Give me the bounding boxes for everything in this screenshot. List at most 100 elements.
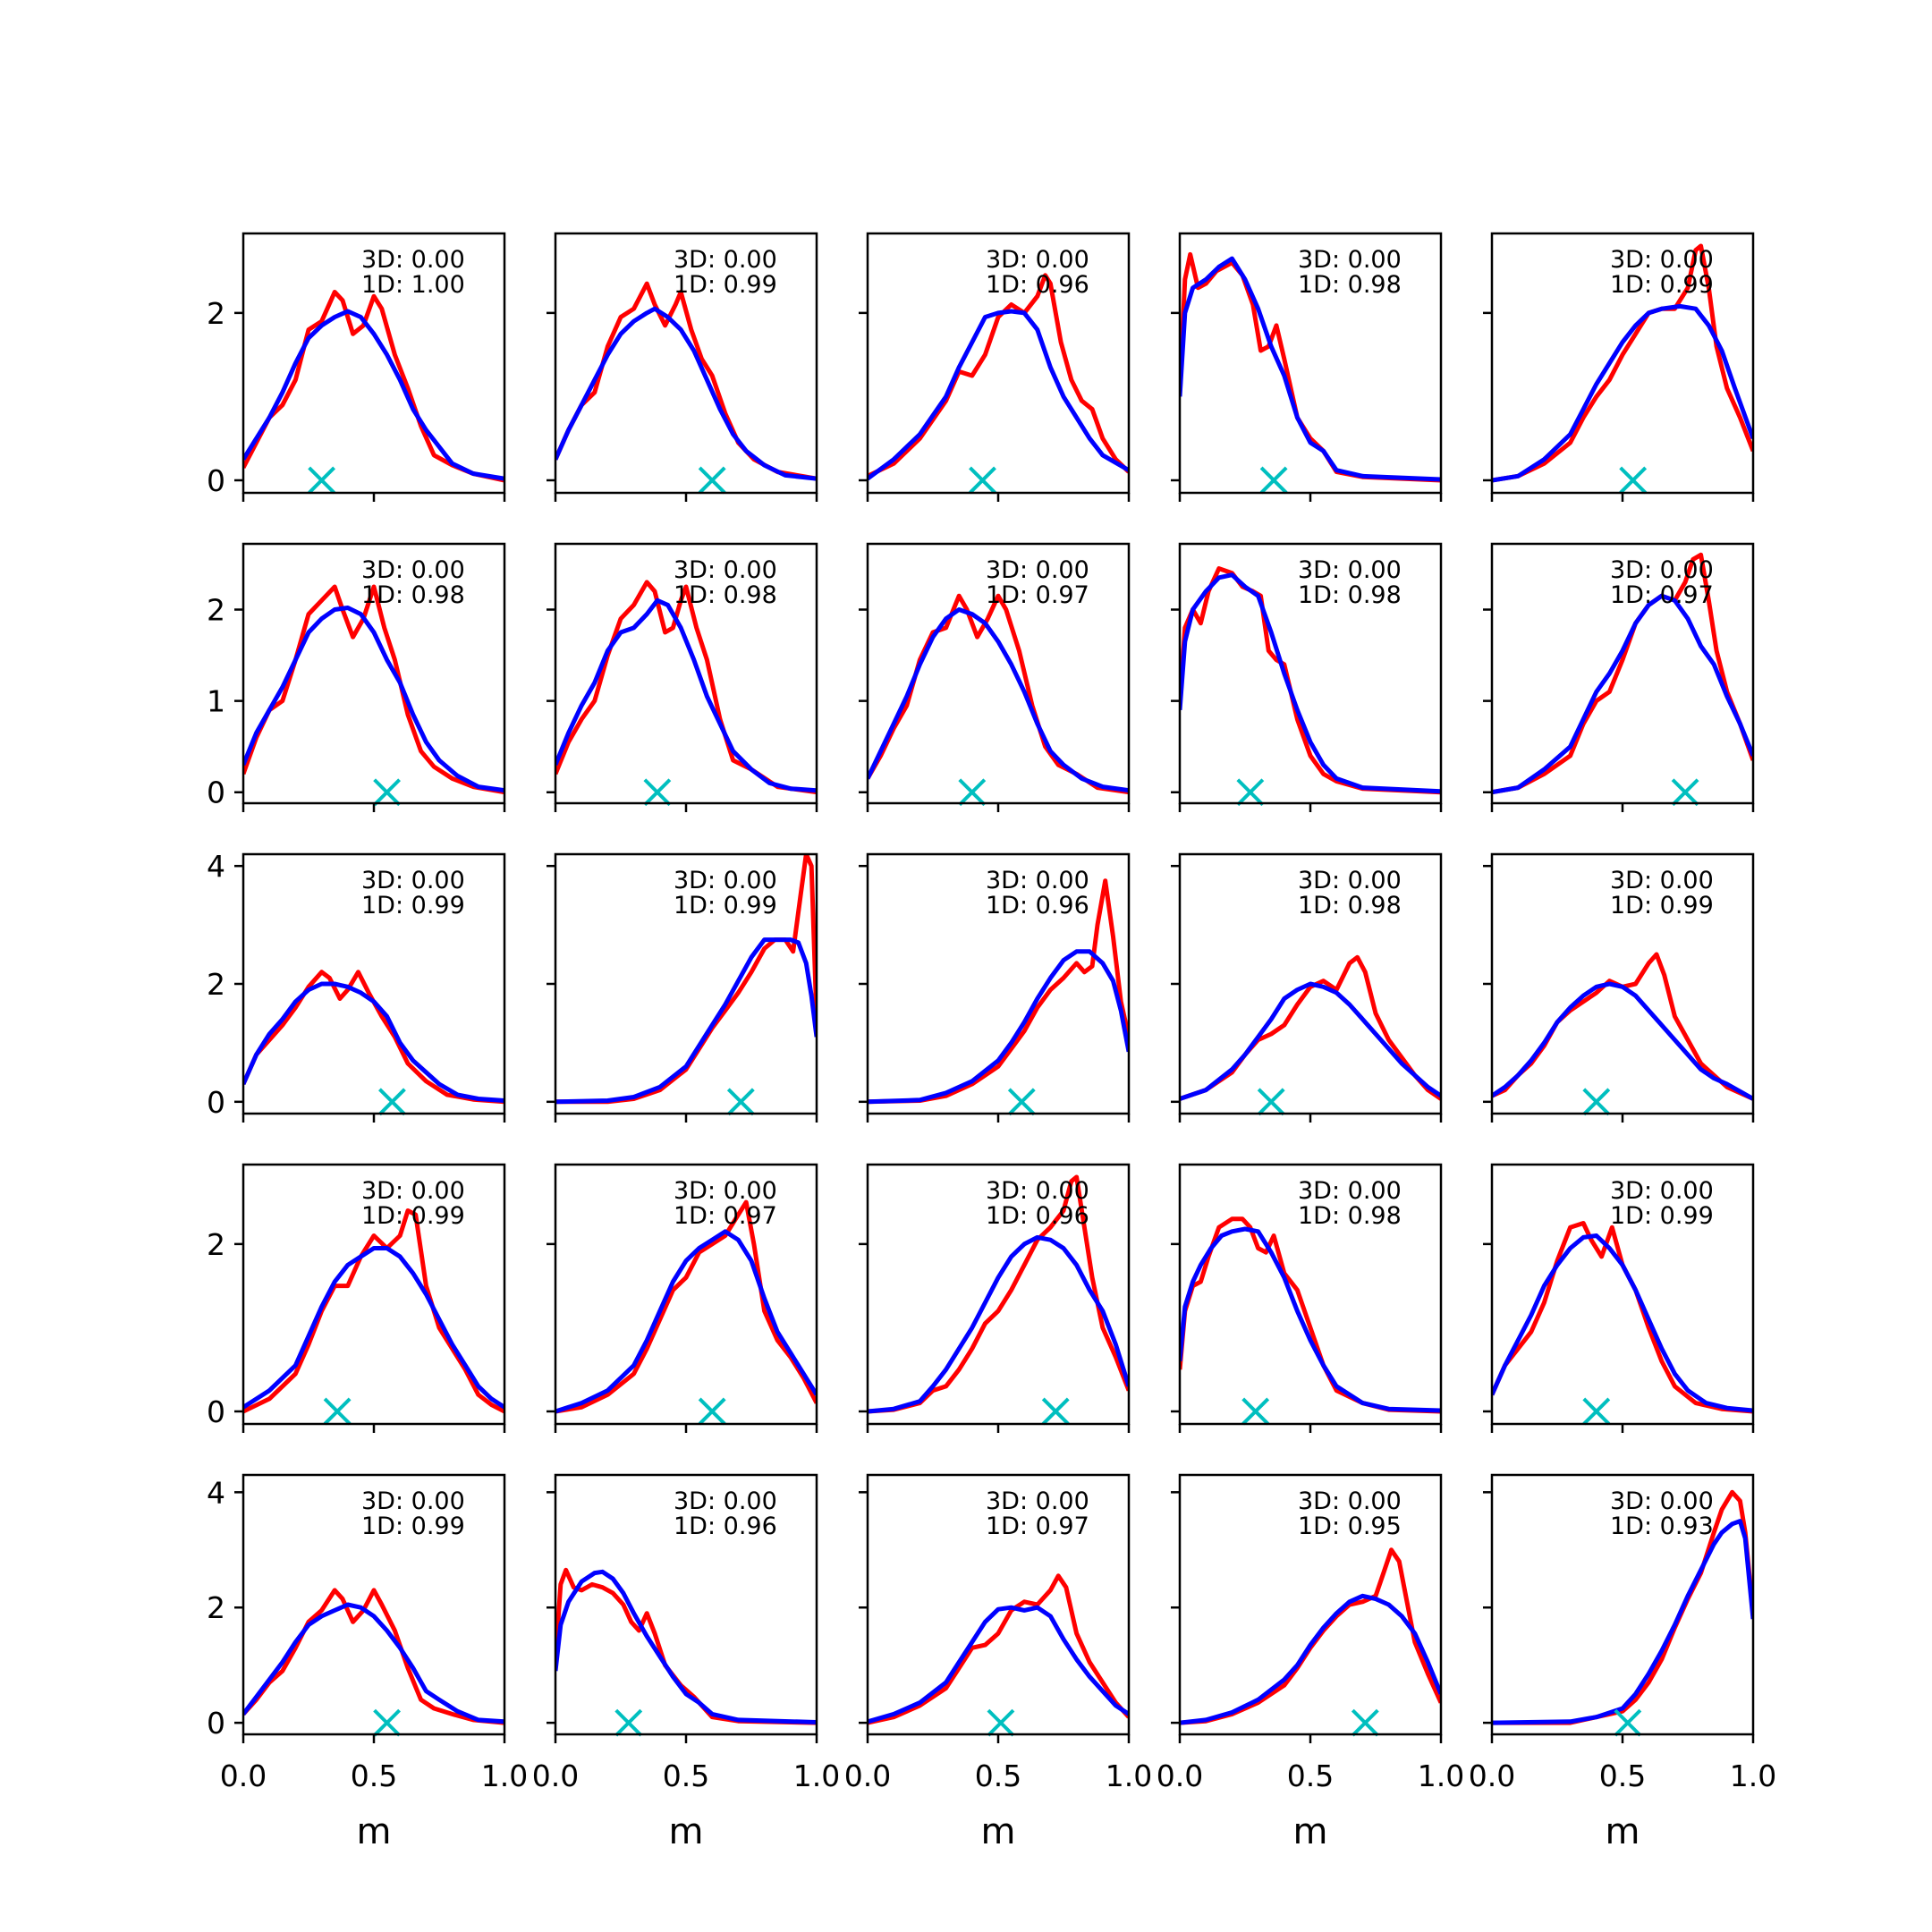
blue-curve [1180, 981, 1441, 1101]
red-curve [868, 1174, 1129, 1414]
y-tick-label: 0 [207, 1085, 225, 1120]
red-curve [243, 584, 504, 795]
cross-marker [1619, 466, 1648, 495]
annotation-1d: 1D: 0.99 [674, 271, 777, 299]
annotation-1d: 1D: 0.97 [986, 581, 1089, 609]
cross-marker [726, 1088, 755, 1116]
cross-marker [643, 778, 672, 807]
annotation-3d: 3D: 0.00 [1298, 1487, 1402, 1515]
annotation-3d: 3D: 0.00 [1298, 1177, 1402, 1205]
annotation-3d: 3D: 0.00 [674, 556, 777, 584]
blue-curve [868, 1605, 1129, 1724]
blue-curve [1492, 1519, 1753, 1725]
y-tick-label: 0 [207, 463, 225, 498]
annotation-1d: 1D: 0.98 [1298, 892, 1402, 919]
cross-marker [373, 1708, 402, 1737]
x-tick-label: 0.0 [1469, 1758, 1515, 1793]
annotation-3d: 3D: 0.00 [1298, 867, 1402, 894]
annotation-1d: 1D: 1.00 [361, 271, 465, 299]
annotation-3d: 3D: 0.00 [986, 556, 1089, 584]
red-curve [868, 878, 1129, 1105]
y-tick-label: 0 [207, 1394, 225, 1429]
blue-curve [868, 309, 1129, 481]
x-tick-label: 0.5 [975, 1758, 1021, 1793]
x-tick-label: 1.0 [1106, 1758, 1152, 1793]
red-curve [243, 290, 504, 483]
red-curve [1180, 1547, 1441, 1725]
annotation-3d: 3D: 0.00 [986, 1487, 1089, 1515]
y-tick-label: 2 [207, 1590, 225, 1625]
cross-marker [1236, 778, 1265, 807]
annotation-1d: 1D: 0.96 [674, 1513, 777, 1540]
cross-marker [1582, 1397, 1611, 1426]
annotation-1d: 1D: 0.98 [1298, 271, 1402, 299]
y-tick-label: 0 [207, 775, 225, 810]
x-axis-label: m [1293, 1811, 1328, 1852]
cross-marker [958, 778, 987, 807]
x-tick-label: 1.0 [1730, 1758, 1776, 1793]
red-curve [1180, 566, 1441, 795]
cross-marker [1007, 1088, 1036, 1116]
annotation-1d: 1D: 0.99 [674, 892, 777, 919]
cross-marker [1351, 1708, 1379, 1737]
annotation-1d: 1D: 0.96 [986, 1202, 1089, 1230]
annotation-1d: 1D: 0.97 [674, 1202, 777, 1230]
x-tick-label: 0.5 [1287, 1758, 1334, 1793]
red-curve [868, 1573, 1129, 1725]
cross-marker [323, 1397, 352, 1426]
blue-curve [555, 1229, 817, 1414]
cross-marker [698, 1397, 726, 1426]
red-curve [555, 580, 817, 795]
blue-curve [555, 1569, 817, 1724]
cross-marker [378, 1088, 406, 1116]
blue-curve [243, 309, 504, 481]
blue-curve [1180, 1593, 1441, 1725]
cross-marker [987, 1708, 1015, 1737]
red-curve [868, 593, 1129, 795]
x-tick-label: 1.0 [481, 1758, 528, 1793]
annotation-3d: 3D: 0.00 [674, 867, 777, 894]
annotation-3d: 3D: 0.00 [1298, 246, 1402, 274]
cross-marker [969, 466, 996, 495]
x-tick-label: 0.5 [663, 1758, 709, 1793]
cross-marker [308, 466, 336, 495]
annotation-1d: 1D: 0.98 [1298, 1202, 1402, 1230]
y-tick-label: 0 [207, 1706, 225, 1741]
blue-curve [1492, 303, 1753, 483]
red-curve [555, 1199, 817, 1414]
annotation-3d: 3D: 0.00 [1610, 556, 1714, 584]
annotation-1d: 1D: 0.99 [1610, 271, 1714, 299]
blue-curve [243, 1246, 504, 1410]
x-tick-label: 1.0 [793, 1758, 840, 1793]
annotation-1d: 1D: 0.98 [674, 581, 777, 609]
annotation-3d: 3D: 0.00 [361, 1177, 465, 1205]
cross-marker [373, 778, 402, 807]
blue-curve [1180, 1226, 1441, 1413]
blue-curve [243, 1602, 504, 1724]
cross-marker [1614, 1708, 1642, 1737]
cross-marker [1257, 1088, 1285, 1116]
x-tick-label: 0.0 [220, 1758, 267, 1793]
blue-curve [243, 981, 504, 1103]
red-curve [243, 970, 504, 1105]
blue-curve [243, 606, 504, 793]
annotation-1d: 1D: 0.99 [1610, 1202, 1714, 1230]
cross-marker [1259, 466, 1288, 495]
annotation-3d: 3D: 0.00 [986, 867, 1089, 894]
y-tick-label: 2 [207, 593, 225, 628]
blue-curve [1180, 572, 1441, 794]
annotation-1d: 1D: 0.98 [1298, 581, 1402, 609]
annotation-3d: 3D: 0.00 [1610, 1177, 1714, 1205]
